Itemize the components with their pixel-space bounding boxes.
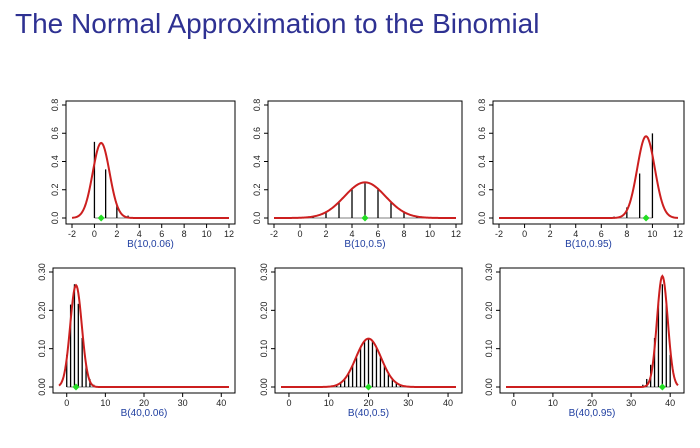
normal-curve xyxy=(71,141,229,219)
y-tick-label: 0.6 xyxy=(50,127,60,140)
x-tick-label: 12 xyxy=(451,229,461,239)
x-axis-label: B(40,0.5) xyxy=(348,408,389,419)
y-tick-label: 0.00 xyxy=(484,378,494,396)
y-tick-label: 0.30 xyxy=(259,263,269,281)
x-tick-label: 0 xyxy=(64,398,69,408)
y-tick-label: 0.4 xyxy=(477,155,487,168)
x-tick-label: 12 xyxy=(224,229,234,239)
x-tick-label: 8 xyxy=(624,229,629,239)
mean-marker xyxy=(642,214,650,222)
x-tick-label: 30 xyxy=(626,398,636,408)
y-tick-label: 0.4 xyxy=(252,155,262,168)
x-tick-label: 20 xyxy=(587,398,597,408)
plot-frame xyxy=(492,100,685,225)
x-tick-label: -2 xyxy=(270,229,278,239)
x-tick-label: 2 xyxy=(548,229,553,239)
y-tick-label: 0.2 xyxy=(477,183,487,196)
y-tick-label: 0.0 xyxy=(477,212,487,225)
chart-panel-3: -2 0 2 4 6 8 10 12 0.0 0.2 0.4 0.6 0.8 B(10,0.95) xyxy=(477,99,685,250)
slide-title: The Normal Approximation to the Binomial xyxy=(15,8,540,39)
x-tick-label: 0 xyxy=(511,398,516,408)
x-tick-label: 10 xyxy=(548,398,558,408)
chart-panel-5: 0 10 20 30 40 0.00 0.10 0.20 0.30 B(40,0.5) xyxy=(259,263,463,419)
y-tick-label: 0.00 xyxy=(259,378,269,396)
x-axis-label: B(10,0.06) xyxy=(127,239,174,250)
y-tick-label: 0.10 xyxy=(484,340,494,358)
x-axis-label: B(40,0.06) xyxy=(121,408,168,419)
mean-marker xyxy=(97,214,105,222)
y-tick-label: 0.4 xyxy=(50,155,60,168)
y-tick-label: 0.2 xyxy=(252,183,262,196)
plot-frame xyxy=(267,100,463,225)
x-tick-label: 4 xyxy=(573,229,578,239)
y-tick-label: 0.10 xyxy=(259,340,269,358)
x-tick-label: 10 xyxy=(202,229,212,239)
chart-panel-4: 0 10 20 30 40 0.00 0.10 0.20 0.30 B(40,0.06) xyxy=(37,263,236,419)
x-tick-label: 6 xyxy=(599,229,604,239)
chart-panel-2: -2 0 2 4 6 8 10 12 0.0 0.2 0.4 0.6 0.8 B(10,0.5) xyxy=(252,99,463,250)
x-tick-label: 6 xyxy=(375,229,380,239)
x-tick-label: 12 xyxy=(673,229,683,239)
x-tick-label: 8 xyxy=(401,229,406,239)
y-tick-label: 0.8 xyxy=(50,99,60,112)
y-tick-label: 0.20 xyxy=(484,302,494,320)
x-axis-label: B(10,0.95) xyxy=(565,239,612,250)
y-tick-label: 0.0 xyxy=(252,212,262,225)
x-tick-label: 30 xyxy=(178,398,188,408)
x-tick-label: -2 xyxy=(68,229,76,239)
x-tick-label: 20 xyxy=(139,398,149,408)
mean-marker xyxy=(658,383,666,391)
normal-curve xyxy=(506,274,679,388)
x-tick-label: 40 xyxy=(216,398,226,408)
y-tick-label: 0.8 xyxy=(477,99,487,112)
x-tick-label: 0 xyxy=(286,398,291,408)
y-tick-label: 0.10 xyxy=(37,340,47,358)
mean-marker xyxy=(72,383,80,391)
y-tick-label: 0.0 xyxy=(50,212,60,225)
y-tick-label: 0.20 xyxy=(259,302,269,320)
y-tick-label: 0.00 xyxy=(37,378,47,396)
plot-frame xyxy=(65,100,236,225)
x-tick-label: 10 xyxy=(647,229,657,239)
x-tick-label: 30 xyxy=(403,398,413,408)
y-tick-label: 0.20 xyxy=(37,302,47,320)
normal-curve xyxy=(281,337,456,388)
x-axis-label: B(40,0.95) xyxy=(569,408,616,419)
x-tick-label: 0 xyxy=(92,229,97,239)
x-tick-label: -2 xyxy=(495,229,503,239)
y-tick-label: 0.6 xyxy=(477,127,487,140)
x-tick-label: 6 xyxy=(159,229,164,239)
normal-curve xyxy=(274,181,456,219)
y-tick-label: 0.8 xyxy=(252,99,262,112)
mean-marker xyxy=(361,214,369,222)
x-tick-label: 2 xyxy=(323,229,328,239)
x-axis-label: B(10,0.5) xyxy=(344,239,385,250)
y-tick-label: 0.2 xyxy=(50,183,60,196)
x-tick-label: 0 xyxy=(522,229,527,239)
x-tick-label: 10 xyxy=(425,229,435,239)
x-tick-label: 20 xyxy=(363,398,373,408)
x-tick-label: 4 xyxy=(349,229,354,239)
x-tick-label: 2 xyxy=(114,229,119,239)
chart-panel-6: 0 10 20 30 40 0.00 0.10 0.20 0.30 B(40,0.95) xyxy=(484,263,685,419)
x-tick-label: 40 xyxy=(665,398,675,408)
x-tick-label: 4 xyxy=(137,229,142,239)
y-tick-label: 0.30 xyxy=(37,263,47,281)
x-tick-label: 40 xyxy=(443,398,453,408)
mean-marker xyxy=(365,383,372,391)
normal-curve xyxy=(499,135,679,219)
x-tick-label: 10 xyxy=(100,398,110,408)
chart-panel-1: -2 0 2 4 6 8 10 12 0.0 0.2 0.4 0.6 0.8 B(10,0.06) xyxy=(50,99,236,250)
x-tick-label: 10 xyxy=(324,398,334,408)
y-tick-label: 0.6 xyxy=(252,127,262,140)
plot-frame xyxy=(52,267,236,394)
x-tick-label: 0 xyxy=(297,229,302,239)
normal-curve xyxy=(58,283,229,388)
x-tick-label: 8 xyxy=(182,229,187,239)
y-tick-label: 0.30 xyxy=(484,263,494,281)
